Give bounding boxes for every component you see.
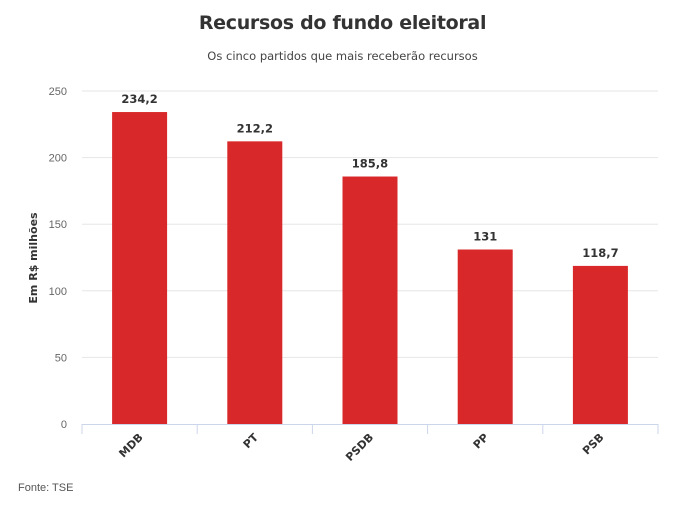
bars: [112, 112, 628, 425]
x-tick-label: PSB: [580, 431, 606, 457]
y-tick-label: 200: [49, 153, 67, 165]
x-tick-label: PP: [471, 431, 492, 452]
bar-pp: [457, 249, 513, 424]
y-axis-label: Em R$ milhões: [27, 212, 40, 304]
x-axis: MDB PT PSDB PP PSB: [81, 424, 659, 464]
y-tick-label: 150: [49, 219, 67, 231]
chart-title: Recursos do fundo eleitoral: [198, 12, 487, 34]
x-tick-label: PSDB: [343, 431, 376, 464]
data-label: 131: [473, 230, 497, 244]
chart-subtitle: Os cinco partidos que mais receberão rec…: [207, 49, 478, 63]
bar-mdb: [112, 112, 168, 425]
x-tick-label: PT: [241, 431, 262, 452]
data-label: 234,2: [121, 92, 157, 106]
bar-psdb: [342, 176, 398, 424]
y-tick-label: 0: [61, 419, 67, 431]
x-tick-label: MDB: [116, 431, 145, 460]
data-label: 185,8: [352, 157, 388, 171]
source-note: Fonte: TSE: [18, 482, 74, 494]
y-axis-ticks: 0 50 100 150 200 250: [49, 86, 67, 431]
data-label: 212,2: [237, 121, 273, 135]
y-tick-label: 50: [55, 352, 67, 364]
y-tick-label: 250: [49, 86, 67, 98]
data-label: 118,7: [582, 246, 618, 260]
y-tick-label: 100: [49, 286, 67, 298]
bar-pt: [227, 141, 283, 424]
data-labels: 234,2 212,2 185,8 131 118,7: [121, 92, 618, 260]
bar-psb: [572, 265, 628, 424]
